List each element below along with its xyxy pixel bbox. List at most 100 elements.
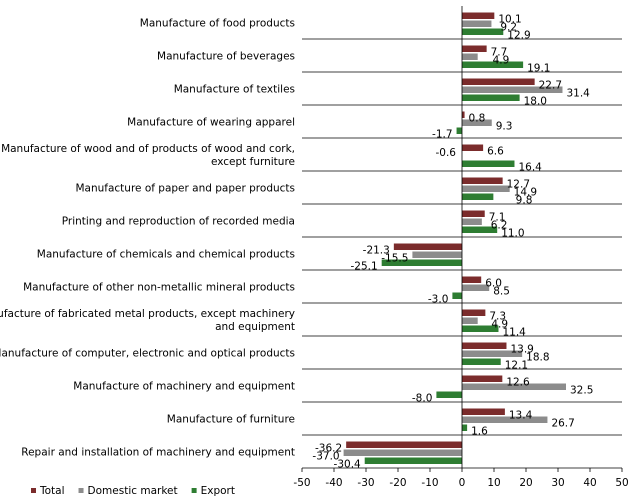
data-label: 31.4 (566, 88, 590, 100)
category-label-line: Manufacture of chemicals and chemical pr… (37, 249, 295, 261)
bar-total (462, 45, 487, 52)
x-tick-label: -40 (325, 477, 342, 489)
data-label: 6.2 (491, 220, 508, 232)
category-label-line: Manufacture of paper and paper products (75, 183, 295, 195)
bar-domestic-market (343, 449, 462, 456)
bar-domestic-market (462, 20, 492, 27)
data-label: 7.1 (489, 212, 506, 224)
bars-layer (343, 12, 566, 464)
category-label: Manufacture of textiles (174, 84, 295, 96)
x-tick-label: 30 (551, 477, 564, 489)
bar-domestic-market (462, 350, 523, 357)
category-label-line: Manufacture of beverages (157, 51, 295, 63)
x-tick-label: 40 (583, 477, 596, 489)
x-tick-label: -10 (421, 477, 438, 489)
bar-export (436, 391, 462, 398)
bar-export (462, 94, 520, 101)
bar-domestic-market (462, 416, 548, 423)
category-label-line: Manufacture of other non-metallic minera… (23, 282, 295, 294)
data-label: -3.0 (428, 294, 449, 306)
data-label: 7.7 (491, 47, 508, 59)
category-label: Manufacture of other non-metallic minera… (23, 282, 295, 294)
bar-total (462, 144, 484, 151)
bar-total (462, 177, 503, 184)
axes: -50 -40 -30 -20 -10 0 10 20 30 40 50 (293, 6, 629, 489)
data-label: -25.1 (351, 261, 378, 273)
legend-label: Total (39, 485, 65, 497)
data-label: 0.8 (469, 113, 486, 125)
data-label: 14.9 (514, 187, 537, 199)
data-label: 6.0 (485, 278, 502, 290)
data-label: -1.7 (432, 129, 453, 141)
bar-domestic-market (462, 284, 490, 291)
bar-total (462, 276, 482, 283)
category-label-line: and equipment (215, 321, 295, 333)
data-label: -36.2 (315, 443, 342, 455)
data-label: 19.1 (527, 63, 550, 75)
bar-domestic-market (462, 86, 563, 93)
data-label: 26.7 (551, 418, 574, 430)
data-label: 18.8 (526, 352, 549, 364)
bar-domestic-market (412, 251, 462, 258)
bar-export (462, 28, 504, 35)
category-label-line: Manufacture of furniture (167, 414, 295, 426)
data-label: 7.3 (489, 311, 506, 323)
data-label: -8.0 (412, 393, 433, 405)
data-label: 9.8 (516, 195, 533, 207)
category-label: Manufacture of machinery and equipment (73, 381, 295, 393)
category-label-line: Manufacture of computer, electronic and … (0, 348, 295, 360)
category-label: Manufacture of fabricated metal products… (0, 308, 295, 333)
category-label-line: Manufacture of wood and of products of w… (1, 143, 295, 155)
data-label: 12.9 (507, 30, 530, 42)
bar-total (346, 441, 462, 448)
data-label: 9.2 (500, 22, 517, 34)
bar-export (364, 457, 462, 464)
bar-total (462, 309, 486, 316)
category-label-line: Manufacture of fabricated metal products… (0, 308, 295, 320)
data-label: 4.9 (493, 55, 510, 67)
category-label-line: Repair and installation of machinery and… (21, 447, 295, 459)
data-label: 8.5 (493, 286, 510, 298)
category-labels: Manufacture of food products Manufacture … (0, 18, 295, 459)
x-tick-label: -30 (357, 477, 374, 489)
legend: Total Domestic market Export (31, 485, 235, 497)
data-label: 11.4 (502, 327, 526, 339)
category-label: Printing and reproduction of recorded me… (62, 216, 295, 228)
bar-export (452, 292, 462, 299)
category-label-line: Manufacture of wearing apparel (127, 117, 295, 129)
bar-total (462, 78, 535, 85)
bar-export (381, 259, 462, 266)
legend-swatch (31, 488, 36, 493)
category-label: Manufacture of wood and of products of w… (1, 143, 295, 168)
category-label: Repair and installation of machinery and… (21, 447, 295, 459)
legend-swatch (191, 488, 197, 493)
bar-export (462, 61, 524, 68)
bar-domestic-market (462, 53, 478, 60)
data-label: 6.6 (487, 146, 504, 158)
data-label: 1.6 (471, 426, 488, 438)
data-label: -30.4 (334, 459, 361, 471)
bar-total (462, 408, 505, 415)
bar-domestic-market (462, 218, 482, 225)
data-label-extra: -0.6 (436, 147, 457, 159)
category-label: Manufacture of chemicals and chemical pr… (37, 249, 295, 261)
bar-export (456, 127, 462, 134)
bar-export (462, 193, 494, 200)
data-label: 13.4 (509, 410, 533, 422)
category-label: Manufacture of furniture (167, 414, 295, 426)
legend-label: Export (201, 485, 235, 497)
bar-total (462, 375, 503, 382)
category-label: Manufacture of food products (140, 18, 295, 30)
x-tick-label: 0 (459, 477, 466, 489)
bar-domestic-market (462, 119, 492, 126)
bar-total (462, 342, 507, 349)
legend-label: Domestic market (88, 485, 178, 497)
x-tick-label: -50 (293, 477, 310, 489)
x-tick-label: -20 (389, 477, 406, 489)
data-label: -15.5 (381, 253, 408, 265)
category-label: Manufacture of computer, electronic and … (0, 348, 295, 360)
data-label: -37.0 (312, 451, 339, 463)
bar-total (462, 111, 465, 118)
data-label: 12.1 (505, 360, 528, 372)
